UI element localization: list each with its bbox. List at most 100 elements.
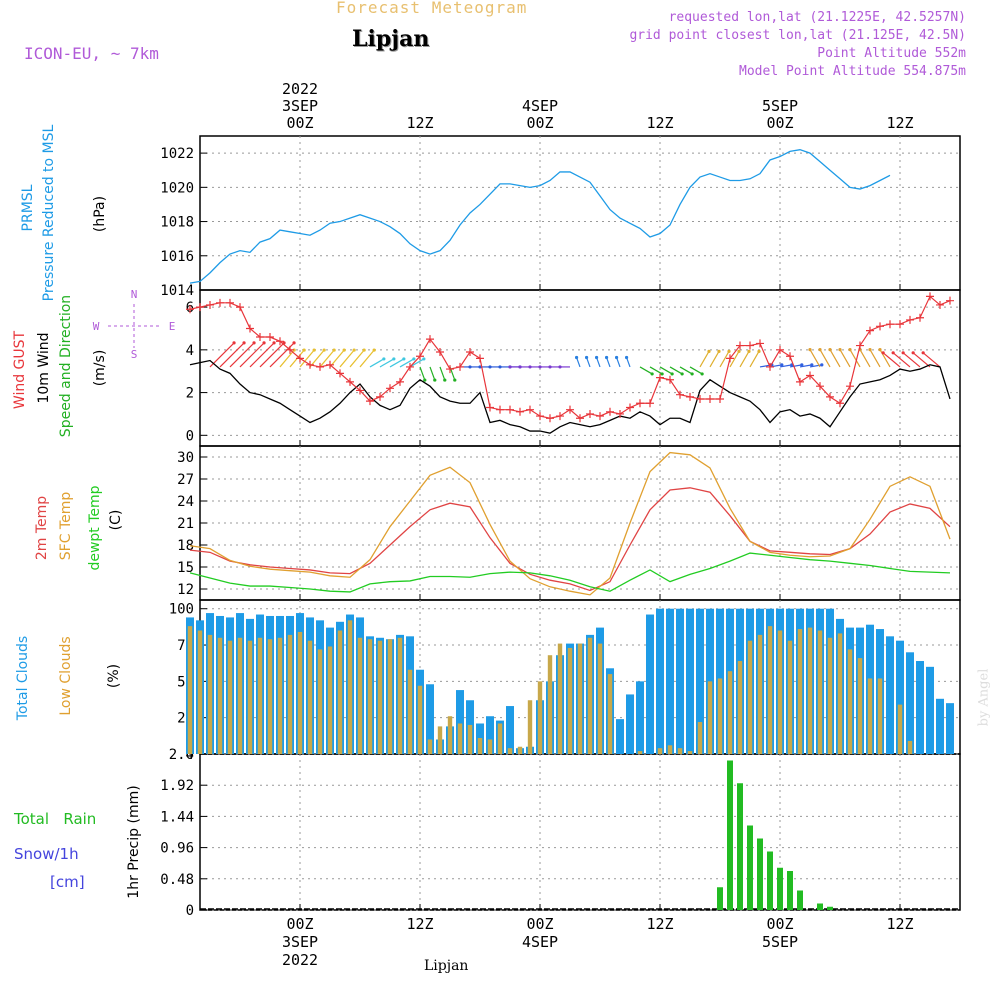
wind-arrow-head (818, 348, 822, 352)
y-tick-label: 21 (177, 516, 194, 532)
wind-direction-arrow (839, 349, 851, 368)
wind-arrow-head (614, 355, 619, 360)
y-tick-label: 1020 (160, 180, 194, 196)
low-cloud-bar (297, 631, 303, 754)
wind-direction-arrow (379, 358, 395, 368)
gust-marker (476, 354, 484, 363)
gust-marker (666, 375, 674, 384)
wind-direction-arrow (829, 349, 841, 368)
gust-marker (506, 405, 514, 414)
gust-marker (186, 305, 194, 314)
wind-arrow-head (757, 349, 761, 353)
y-tick-label: 30 (177, 450, 194, 466)
gust-marker (636, 399, 644, 408)
gust-marker (366, 397, 374, 406)
wind-arrow-head (558, 365, 562, 369)
low-cloud-bar (307, 640, 313, 754)
wind-arrow-head (252, 341, 256, 345)
panel-frame (199, 289, 961, 447)
bottom-time-label: 12Z (886, 915, 913, 933)
gust-marker (376, 392, 384, 401)
wind-direction-arrow (299, 349, 315, 368)
total-cloud-bar (696, 608, 704, 754)
wind-arrow-head (707, 349, 711, 353)
total-cloud-bar (666, 608, 674, 754)
gust-marker (256, 333, 264, 342)
wind-arrow-head (302, 348, 306, 352)
panel-frame (199, 135, 961, 291)
low-cloud-bar (777, 630, 783, 754)
low-cloud-bar (317, 649, 323, 754)
wind-direction-arrow (799, 364, 812, 368)
wind-arrow-head (232, 341, 236, 345)
low-cloud-bar (757, 634, 763, 754)
total-cloud-bar (616, 719, 624, 754)
wind-direction-arrow (349, 349, 365, 368)
wind-arrow-head (690, 372, 694, 376)
low-cloud-bar (787, 640, 793, 754)
wind-arrow-head (727, 349, 731, 353)
rain-bar (747, 825, 753, 910)
gust-marker (606, 407, 614, 416)
rain-bar (817, 903, 823, 910)
y-tick-label: 0 (186, 428, 194, 444)
wind-direction-arrow (576, 357, 581, 368)
low-cloud-bar (457, 723, 463, 754)
wind-direction-arrow (779, 364, 792, 368)
total-cloud-bar (656, 608, 664, 754)
wind-direction-arrow (729, 351, 740, 368)
wind-direction-arrow (809, 364, 822, 368)
low-cloud-bar (877, 678, 883, 754)
wind-direction-arrow (922, 352, 941, 368)
gust-marker (766, 362, 774, 371)
wind-arrow-head (453, 378, 457, 382)
low-cloud-bar (767, 626, 773, 754)
low-cloud-bar (637, 751, 643, 754)
wind-arrow-head (372, 348, 376, 352)
y-tick-label: 18 (177, 538, 194, 554)
low-cloud-bar (217, 637, 223, 754)
gust-marker (586, 409, 594, 418)
compass-n: N (131, 288, 138, 301)
total-cloud-bar (926, 666, 934, 754)
wind-direction-arrow (649, 366, 663, 375)
low-cloud-bar (797, 629, 803, 754)
gust-marker (736, 341, 744, 350)
top-time-label: 00Z (286, 114, 313, 132)
gust-marker (436, 347, 444, 356)
model-altitude: Model Point Altitude 554.875m (739, 64, 966, 79)
gust-marker (306, 360, 314, 369)
gust-marker (706, 394, 714, 403)
wind-direction-arrow (209, 342, 235, 368)
gust-marker (496, 405, 504, 414)
low-cloud-bar (547, 655, 553, 754)
gust-marker (216, 298, 224, 307)
bottom-time-label: 12Z (646, 915, 673, 933)
low-cloud-bar (197, 630, 203, 754)
low-cloud-bar (557, 643, 563, 754)
total-cloud-bar (626, 694, 634, 754)
pressure-line (189, 149, 891, 284)
low-cloud-bar (207, 634, 213, 754)
wind-arrow-head (332, 348, 336, 352)
low-cloud-bar (257, 637, 263, 754)
total-cloud-bar (486, 716, 494, 754)
wind-arrow-head (680, 372, 684, 376)
total-cloud-bar (946, 703, 954, 754)
gust-marker (596, 412, 604, 421)
wind-arrow-head (604, 355, 609, 360)
wind-direction-arrow (339, 349, 355, 368)
low-cloud-bar (567, 647, 573, 754)
wind-arrow-head (528, 365, 532, 369)
low-cloud-bar (527, 700, 533, 754)
wind-direction-arrow (309, 349, 325, 368)
gust-marker (316, 362, 324, 371)
wind-arrow-head (828, 348, 832, 352)
total-label: Total (14, 810, 50, 828)
gust-marker (676, 390, 684, 399)
low-cloud-bar (747, 640, 753, 754)
wind-direction-arrow (739, 351, 750, 368)
wind-arrow-head (322, 348, 326, 352)
gust-marker (486, 403, 494, 412)
top-time-label: 00Z (526, 114, 553, 132)
